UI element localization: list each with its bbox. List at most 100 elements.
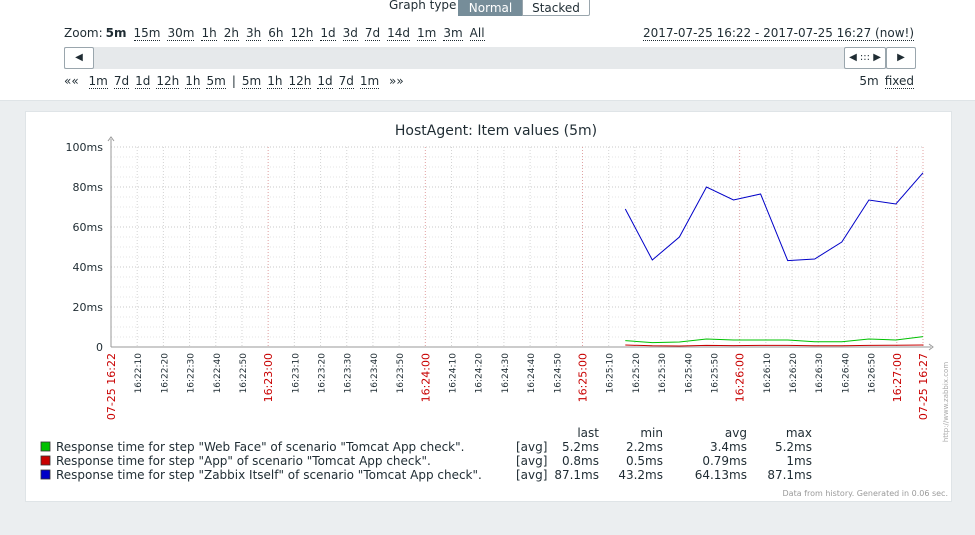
x-tick-label: 16:26:20 (789, 353, 799, 394)
zoom-option[interactable]: 1h (201, 26, 217, 41)
legend-min-value: 0.5ms (626, 454, 663, 468)
legend-avg-value: 0.79ms (702, 454, 747, 468)
period-forward-link[interactable]: 5m (241, 74, 262, 89)
period-forward-link[interactable]: 7d (338, 74, 354, 89)
x-tick-label: 16:23:00 (262, 353, 275, 402)
graph-type-label: Graph type (389, 0, 457, 12)
scroll-handle[interactable]: ◀ ::: ▶ (844, 47, 886, 69)
graph-panel: HostAgent: Item values (5m) 100ms 80ms 60m… (25, 111, 952, 502)
legend-last-value: 5.2ms (562, 440, 599, 454)
legend-max-value: 5.2ms (775, 440, 812, 454)
filter-header: Graph type Normal Stacked Zoom: 5m 15m 30m 1… (0, 0, 975, 101)
y-axis: 100ms 80ms 60ms 40ms 20ms 0 (66, 141, 104, 354)
legend-label: Response time for step "App" of scenario… (56, 454, 431, 468)
x-tick-label: 16:25:10 (606, 353, 616, 394)
x-axis: 07-25 16:22 16:22:10 16:22:20 16:22:30 16:22… (105, 353, 930, 420)
legend-func: [avg] (516, 440, 547, 454)
period-length: 5m fixed (853, 74, 914, 89)
time-range-display[interactable]: 2017-07-25 16:22 - 2017-07-25 16:27 (now… (643, 26, 914, 41)
x-tick-label: 16:27:00 (891, 353, 904, 402)
x-axis-arrow (928, 343, 934, 351)
zoom-option[interactable]: 2h (223, 26, 239, 41)
zoom-option[interactable]: 1m (417, 26, 437, 41)
period-back-link[interactable]: 7d (113, 74, 130, 89)
y-tick-label: 80ms (73, 181, 104, 194)
zoom-option[interactable]: 3m (443, 26, 463, 41)
x-tick-label: 16:26:10 (763, 353, 773, 394)
scroll-left-button[interactable]: ◀ (64, 47, 94, 69)
legend-last-value: 0.8ms (562, 454, 599, 468)
period-length-value: 5m (859, 74, 879, 88)
x-tick-label: 16:25:20 (632, 353, 642, 394)
x-tick-label: 16:23:50 (396, 353, 406, 394)
zoom-option[interactable]: 7d (364, 26, 381, 41)
period-fixed-toggle[interactable]: fixed (884, 74, 914, 89)
x-tick-label: 16:22:30 (187, 353, 197, 394)
x-tick-label: 16:25:00 (576, 353, 589, 402)
y-tick-label: 100ms (66, 141, 104, 154)
period-back-link[interactable]: 5m (206, 74, 226, 89)
period-forward-link[interactable]: 1h (267, 74, 283, 89)
series-line-app (625, 344, 924, 347)
zoom-option[interactable]: All (469, 26, 485, 41)
scroll-handle-icon: ◀ ::: ▶ (849, 52, 881, 63)
legend-color-swatch (40, 455, 51, 466)
legend-avg-value: 64.13ms (695, 468, 747, 482)
period-back-link[interactable]: 1m (88, 74, 108, 89)
chart-footer: Data from history. Generated in 0.06 sec… (783, 489, 948, 498)
period-navigation: «« 1m 7d 1d 12h 1h 5m | 5m 1h 12h 1d 7d 1m »» (64, 74, 410, 89)
zoom-option[interactable]: 14d (387, 26, 410, 41)
graph-chart: HostAgent: Item values (5m) 100ms 80ms 60m… (40, 123, 950, 498)
legend-header: max (786, 426, 812, 440)
period-forward-link[interactable]: 1m (359, 74, 380, 89)
zoom-option[interactable]: 1d (320, 26, 336, 41)
timeline-scrollbar[interactable] (64, 47, 915, 69)
y-tick-label: 0 (96, 341, 103, 354)
x-tick-label: 16:24:30 (501, 353, 511, 394)
chart-title: HostAgent: Item values (5m) (395, 123, 597, 139)
chart-series (624, 172, 924, 347)
y-tick-label: 60ms (73, 221, 104, 234)
chart-legend: last min avg max Response time for step "Web… (40, 426, 812, 482)
x-tick-label: 16:26:00 (734, 353, 747, 402)
period-back-link[interactable]: 1h (185, 74, 201, 89)
period-forward-link[interactable]: 12h (288, 74, 312, 89)
x-tick-label: 16:26:50 (868, 353, 878, 394)
scroll-right-button[interactable]: ▶ (886, 47, 916, 69)
back-all-link[interactable]: «« (64, 74, 83, 88)
legend-label: Response time for step "Web Face" of sce… (56, 440, 464, 454)
x-tick-label: 16:24:00 (419, 353, 432, 402)
legend-func: [avg] (516, 454, 547, 468)
x-tick-label: 16:22:20 (160, 353, 170, 394)
x-tick-label: 07-25 16:27 (917, 353, 930, 420)
chart-grid (107, 136, 934, 351)
x-tick-label: 16:23:10 (291, 353, 301, 394)
graph-type-stacked-button[interactable]: Stacked (522, 0, 590, 16)
x-tick-label: 07-25 16:22 (105, 353, 118, 420)
period-back-link[interactable]: 1d (135, 74, 151, 89)
series-line-web-face (625, 336, 924, 344)
legend-header: last (577, 426, 599, 440)
zoom-option[interactable]: 12h (290, 26, 314, 41)
x-tick-label: 16:23:30 (344, 353, 354, 394)
zoom-option[interactable]: 5m (105, 26, 127, 40)
x-tick-label: 16:22:10 (134, 353, 144, 394)
zoom-option[interactable]: 3h (245, 26, 262, 41)
x-tick-label: 16:24:10 (449, 353, 459, 394)
x-tick-label: 16:26:30 (815, 353, 825, 394)
zoom-label: Zoom: (64, 26, 103, 40)
zoom-option[interactable]: 30m (167, 26, 195, 41)
period-back-link[interactable]: 12h (156, 74, 180, 89)
forward-all-link[interactable]: »» (385, 74, 404, 88)
period-separator: | (231, 74, 236, 88)
graph-type-normal-button[interactable]: Normal (458, 0, 523, 16)
period-forward-link[interactable]: 1d (317, 74, 333, 89)
zabbix-watermark: http://www.zabbix.com (942, 362, 950, 442)
x-tick-label: 16:25:30 (658, 353, 668, 394)
legend-last-value: 87.1ms (554, 468, 599, 482)
x-tick-label: 16:24:20 (475, 353, 485, 394)
zoom-option[interactable]: 6h (268, 26, 284, 41)
zoom-option[interactable]: 15m (133, 26, 161, 41)
zoom-option[interactable]: 3d (342, 26, 358, 41)
legend-min-value: 43.2ms (618, 468, 663, 482)
